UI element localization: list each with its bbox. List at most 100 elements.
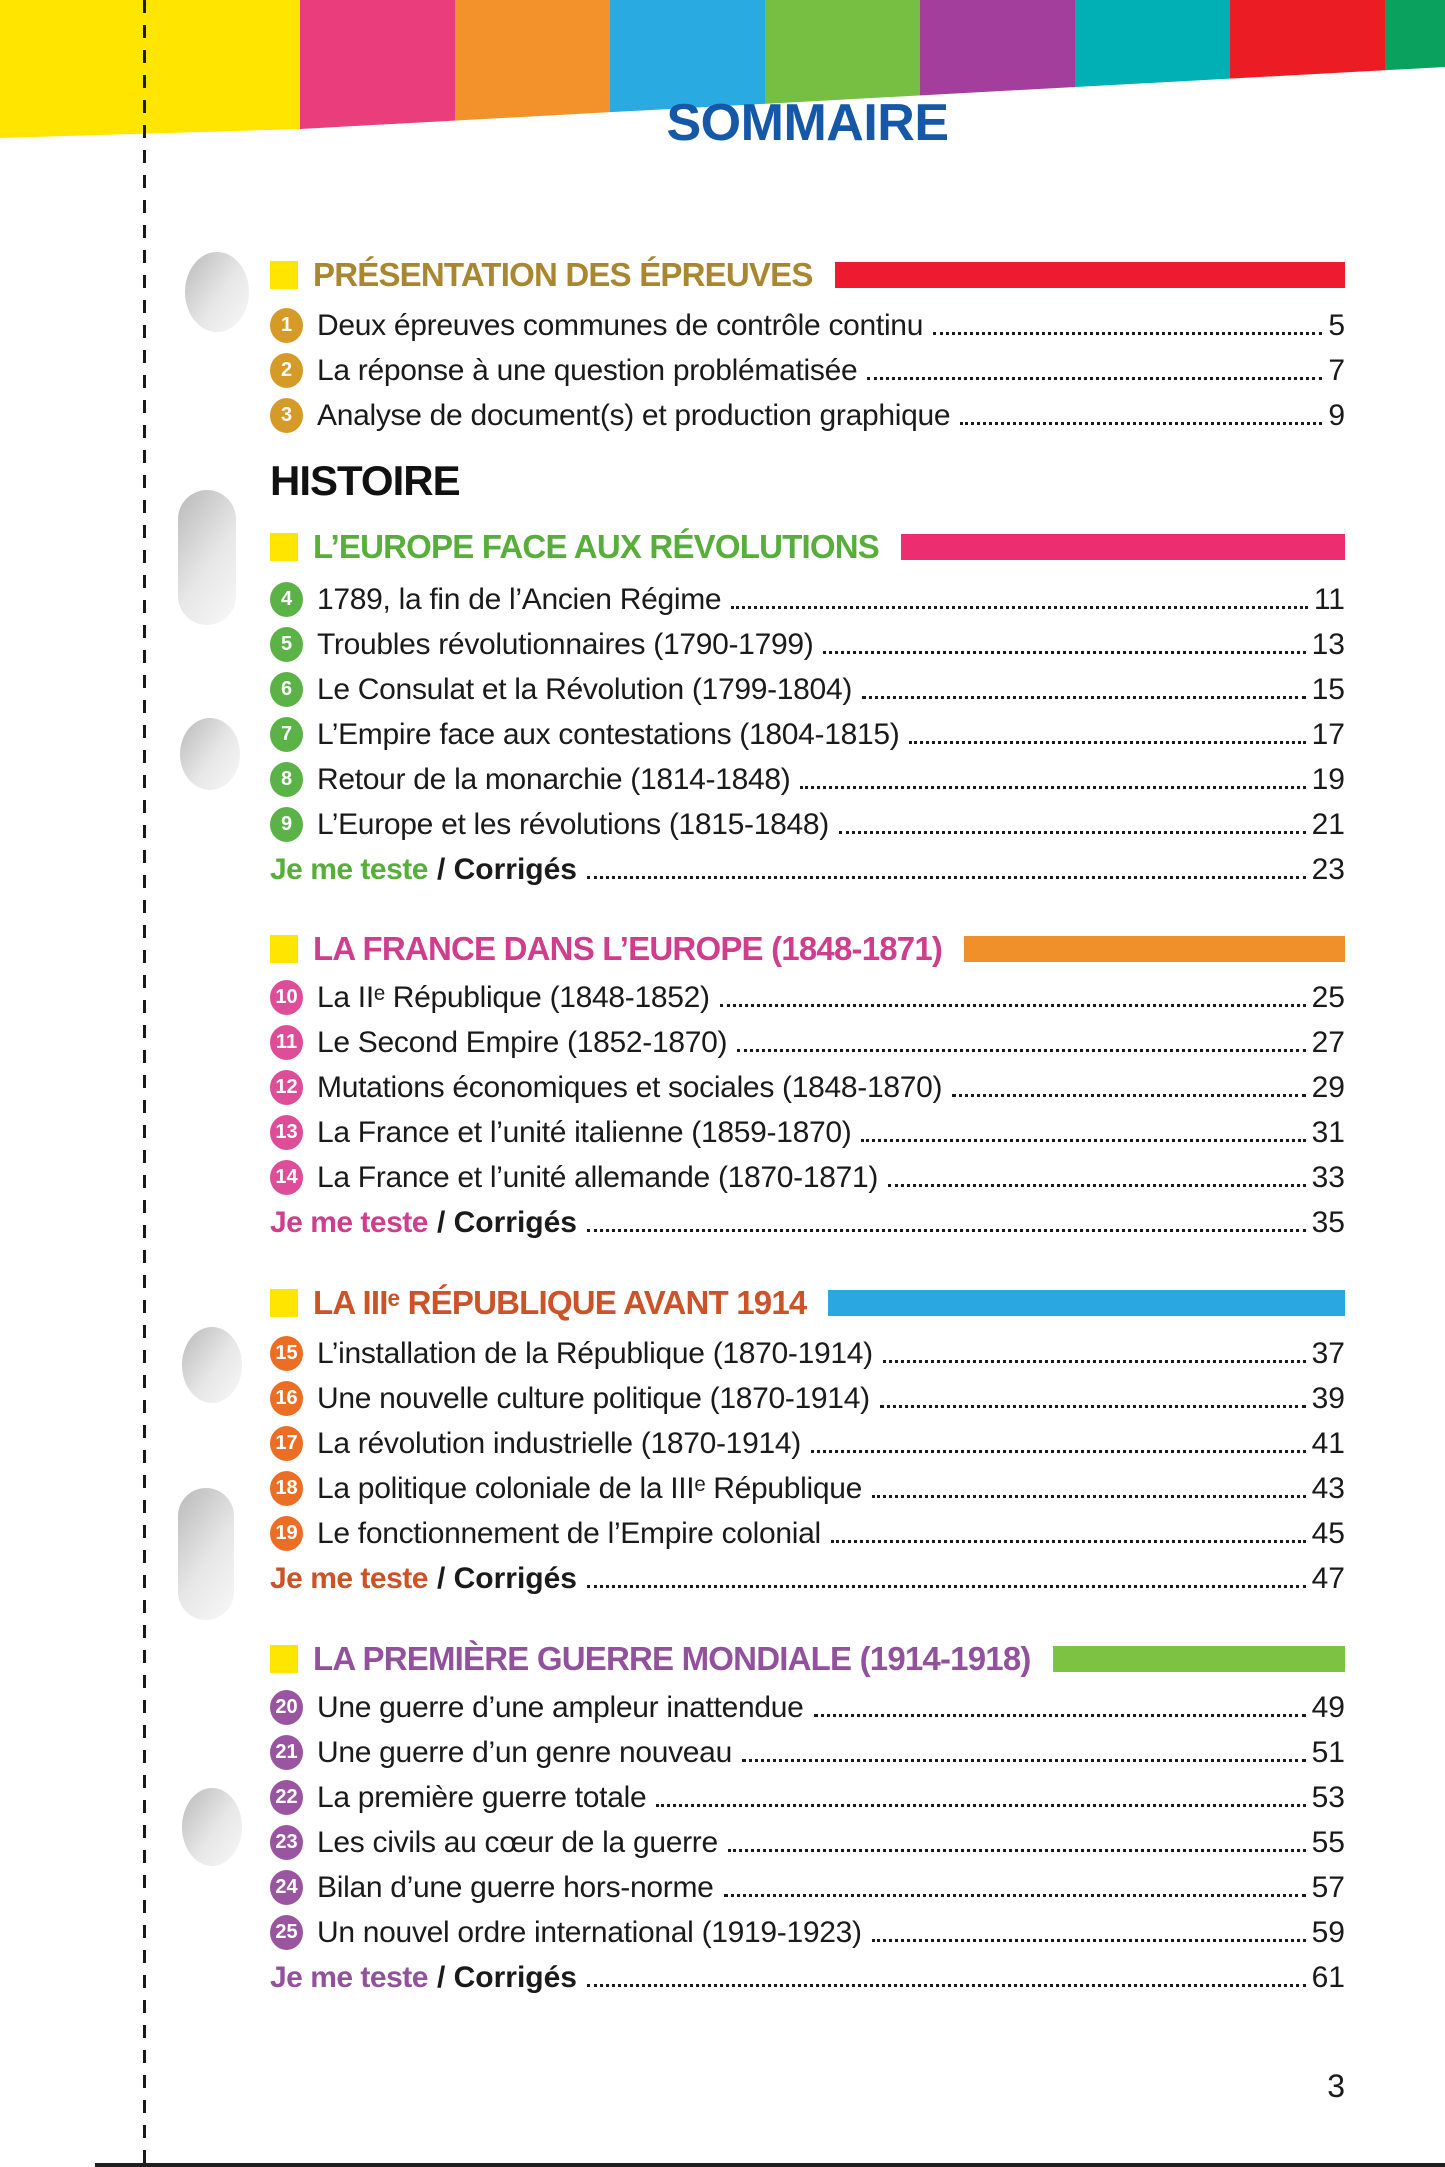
dotted-leader [719,1004,1306,1007]
toc-list-presentation: 1 Deux épreuves communes de contrôle con… [270,303,1345,438]
section-heading-premiere-guerre-mondiale: LA PREMIÈRE GUERRE MONDIALE (1914-1918) [270,1637,1345,1681]
toc-entry-title: Mutations économiques et sociales (1848-… [317,1070,943,1104]
toc-entry-page: 45 [1311,1516,1345,1550]
toc-entry-page: 43 [1311,1471,1345,1505]
toc-entry: 2 La réponse à une question problématisé… [270,348,1345,393]
section-heading-troisieme-republique: LA IIIᵉ RÉPUBLIQUE AVANT 1914 [270,1281,1345,1325]
toc-entry-page: 5 [1328,308,1345,342]
toc-entry-title: Le Second Empire (1852-1870) [317,1025,728,1059]
toc-entry: 21 Une guerre d’un genre nouveau 51 [270,1730,1345,1775]
dotted-leader [952,1094,1306,1097]
toc-list-france-europe: 10 La IIᵉ République (1848-1852) 25 11 L… [270,975,1345,1245]
toc-entry-title: La révolution industrielle (1870-1914) [317,1426,801,1460]
chapter-number-badge: 9 [270,807,303,842]
dotted-leader [861,1139,1306,1142]
toc-entry-page: 57 [1311,1870,1345,1904]
toc-entry-title: Une nouvelle culture politique (1870-191… [317,1381,870,1415]
toc-entry-page: 23 [1311,852,1345,886]
toc-entry: 14 La France et l’unité allemande (1870-… [270,1155,1345,1200]
toc-entry-page: 41 [1311,1426,1345,1460]
dotted-leader [888,1184,1306,1187]
chapter-number-badge: 2 [270,353,303,388]
toc-entry: 17 La révolution industrielle (1870-1914… [270,1421,1345,1466]
part-title-histoire: HISTOIRE [270,457,461,504]
toc-entry: 22 La première guerre totale 53 [270,1775,1345,1820]
toc-entry-title: Retour de la monarchie (1814-1848) [317,762,791,796]
section-title: LA PREMIÈRE GUERRE MONDIALE (1914-1918) [313,1639,1031,1677]
dotted-leader [586,1229,1306,1232]
je-me-teste-entry: Je me teste / Corrigés 47 [270,1556,1345,1601]
toc-entry: 9 L’Europe et les révolutions (1815-1848… [270,802,1345,847]
toc-entry-page: 27 [1311,1025,1345,1059]
toc-entry-page: 39 [1311,1381,1345,1415]
toc-entry-page: 47 [1311,1561,1345,1595]
toc-entry-title: Analyse de document(s) et production gra… [317,398,951,432]
toc-entry-title: 1789, la fin de l’Ancien Régime [317,582,722,616]
toc-entry-page: 59 [1311,1915,1345,1949]
section-heading-europe-revolutions: L’EUROPE FACE AUX RÉVOLUTIONS [270,525,1345,569]
toc-entry-page: 13 [1311,627,1345,661]
toc-entry: 25 Un nouvel ordre international (1919-1… [270,1910,1345,1955]
toc-entry-page: 55 [1311,1825,1345,1859]
toc-entry-title: Deux épreuves communes de contrôle conti… [317,308,924,342]
toc-entry: 13 La France et l’unité italienne (1859-… [270,1110,1345,1155]
chapter-number-badge: 17 [270,1426,303,1461]
je-me-teste-label: Je me teste [270,1205,428,1239]
toc-entry-page: 21 [1311,807,1345,841]
je-me-teste-entry: Je me teste / Corrigés 23 [270,847,1345,892]
dotted-leader [727,1849,1306,1852]
corriges-label: / Corrigés [436,852,577,886]
dotted-leader [867,377,1323,380]
chapter-number-badge: 23 [270,1825,303,1860]
toc-entry: 4 1789, la fin de l’Ancien Régime 11 [270,577,1345,622]
toc-entry-title: Le fonctionnement de l’Empire colonial [317,1516,821,1550]
toc-entry: 23 Les civils au cœur de la guerre 55 [270,1820,1345,1865]
chapter-number-badge: 5 [270,627,303,662]
toc-entry-title: Troubles révolutionnaires (1790-1799) [317,627,814,661]
section-color-bar [828,1290,1345,1316]
dotted-leader [838,831,1306,834]
dotted-leader [872,1495,1306,1498]
toc-entry-page: 53 [1311,1780,1345,1814]
toc-entry: 15 L’installation de la République (1870… [270,1331,1345,1376]
toc-entry-page: 9 [1328,398,1345,432]
toc-entry-title: La première guerre totale [317,1780,647,1814]
toc-entry-title: La politique coloniale de la IIIᵉ Républ… [317,1471,863,1505]
toc-entry-title: La réponse à une question problématisée [317,353,858,387]
dotted-leader [731,606,1308,609]
section-color-bar [1052,1646,1345,1672]
chapter-number-badge: 7 [270,717,303,752]
toc-entry: 20 Une guerre d’une ampleur inattendue 4… [270,1685,1345,1730]
chapter-number-badge: 10 [270,980,303,1015]
toc-entry-title: L’installation de la République (1870-19… [317,1336,873,1370]
dotted-leader [882,1360,1306,1363]
toc-entry-page: 31 [1311,1115,1345,1149]
dotted-leader [741,1759,1306,1762]
toc-entry: 12 Mutations économiques et sociales (18… [270,1065,1345,1110]
yellow-square-bullet [270,1645,298,1673]
toc-entry-page: 33 [1311,1160,1345,1194]
toc-entry-page: 11 [1313,582,1345,616]
section-title: LA FRANCE DANS L’EUROPE (1848-1871) [313,929,943,967]
cut-dashed-line [143,0,146,2167]
toc-entry: 3 Analyse de document(s) et production g… [270,393,1345,438]
chapter-number-badge: 16 [270,1381,303,1416]
toc-entry: 16 Une nouvelle culture politique (1870-… [270,1376,1345,1421]
section-title: PRÉSENTATION DES ÉPREUVES [313,255,813,293]
toc-entry: 24 Bilan d’une guerre hors-norme 57 [270,1865,1345,1910]
toc-entry: 11 Le Second Empire (1852-1870) 27 [270,1020,1345,1065]
toc-entry: 6 Le Consulat et la Révolution (1799-180… [270,667,1345,712]
toc-entry-page: 19 [1311,762,1345,796]
dotted-leader [960,422,1323,425]
toc-entry: 7 L’Empire face aux contestations (1804-… [270,712,1345,757]
dotted-leader [862,696,1306,699]
thumb-tab [178,1488,234,1620]
dotted-leader [723,1894,1306,1897]
thumb-tab [180,718,240,790]
toc-entry-page: 49 [1311,1690,1345,1724]
chapter-number-badge: 6 [270,672,303,707]
chapter-number-badge: 8 [270,762,303,797]
yellow-square-bullet [270,935,298,963]
corriges-label: / Corrigés [436,1960,577,1994]
